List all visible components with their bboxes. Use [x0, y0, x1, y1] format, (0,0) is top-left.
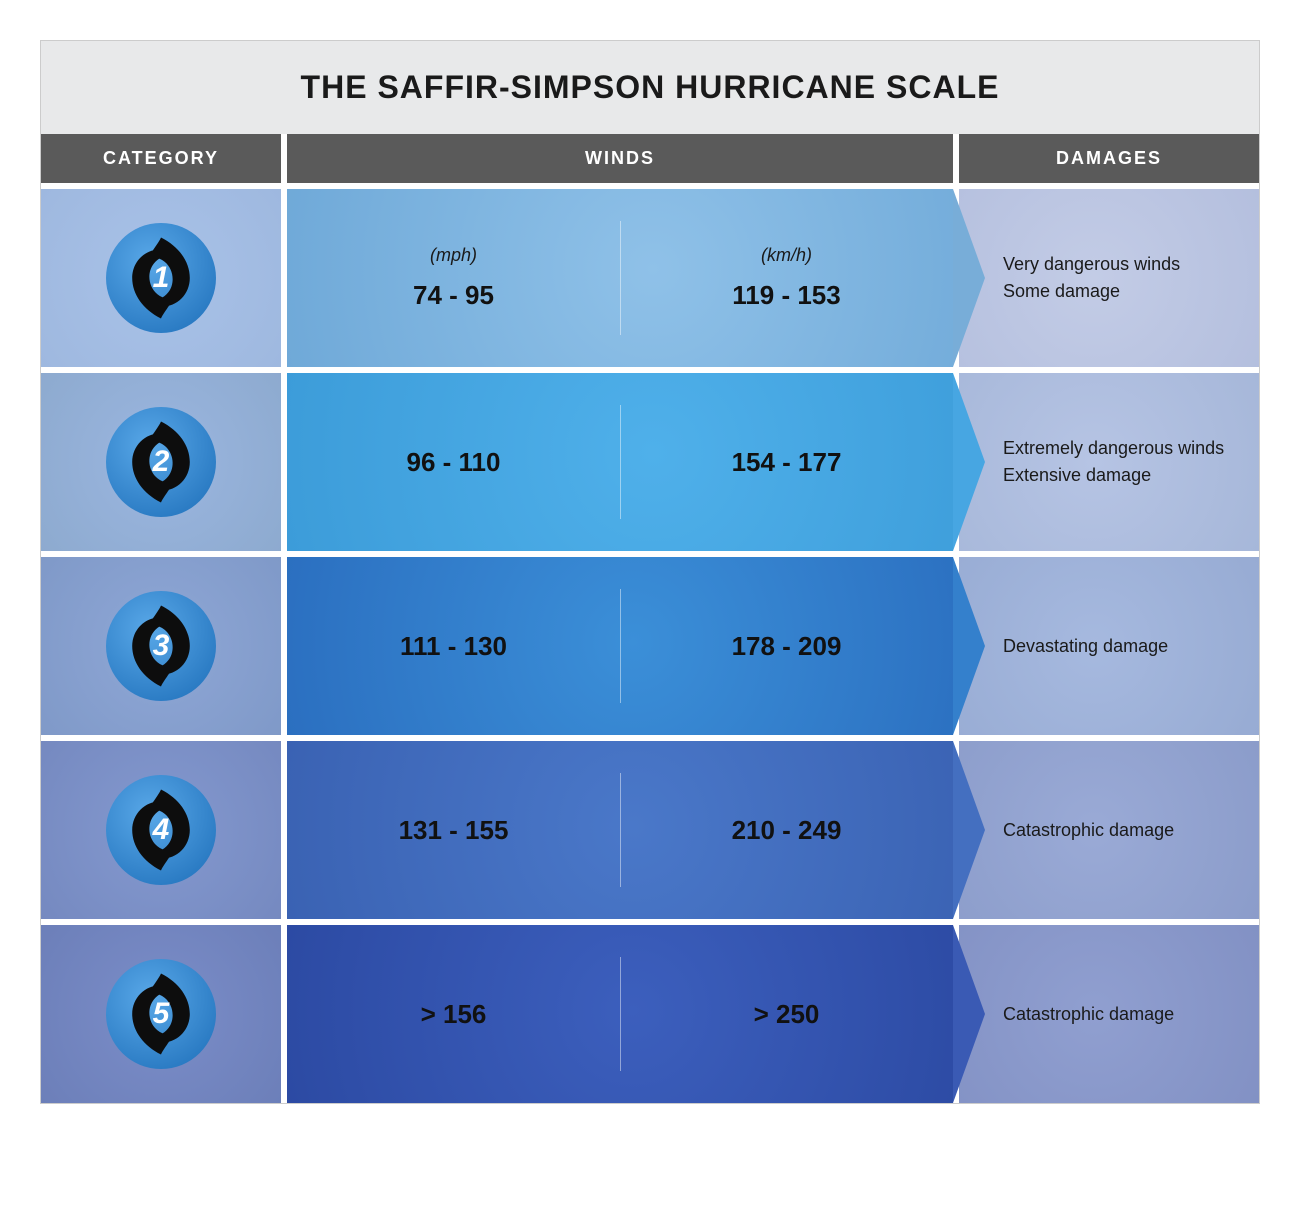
winds-mph-col: 131 - 155 — [287, 815, 620, 846]
wind-mph-value: 111 - 130 — [287, 631, 620, 662]
damage-text: Catastrophic damage — [1003, 1001, 1174, 1028]
infographic-container: THE SAFFIR-SIMPSON HURRICANE SCALE CATEG… — [40, 40, 1260, 1104]
table-row: 1 (mph) 74 - 95(km/h) 119 - 153 Very dangero… — [41, 189, 1259, 367]
damage-text: Catastrophic damage — [1003, 817, 1174, 844]
winds-cell: 111 - 130178 - 209 — [287, 557, 953, 735]
category-number: 5 — [153, 997, 170, 1031]
wind-mph-value: > 156 — [287, 999, 620, 1030]
table-row: 3 111 - 130178 - 209 Devastating damage — [41, 557, 1259, 735]
damage-cell: Extremely dangerous windsExtensive damag… — [959, 373, 1259, 551]
winds-kmh-col: (km/h) 119 - 153 — [620, 245, 953, 311]
category-cell: 1 — [41, 189, 281, 367]
wind-kmh-value: 154 - 177 — [620, 447, 953, 478]
damage-text: Very dangerous windsSome damage — [1003, 251, 1180, 305]
title-bar: THE SAFFIR-SIMPSON HURRICANE SCALE — [41, 41, 1259, 134]
hurricane-icon: 1 — [106, 223, 216, 333]
category-cell: 3 — [41, 557, 281, 735]
winds-mph-col: > 156 — [287, 999, 620, 1030]
category-cell: 4 — [41, 741, 281, 919]
wind-kmh-value: 210 - 249 — [620, 815, 953, 846]
unit-kmh-label: (km/h) — [620, 245, 953, 266]
table-row: 2 96 - 110154 - 177 Extremely dangerous wi… — [41, 373, 1259, 551]
category-cell: 2 — [41, 373, 281, 551]
damage-text: Extremely dangerous windsExtensive damag… — [1003, 435, 1224, 489]
damage-cell: Catastrophic damage — [959, 925, 1259, 1103]
hurricane-icon: 2 — [106, 407, 216, 517]
damage-cell: Catastrophic damage — [959, 741, 1259, 919]
winds-mph-col: 96 - 110 — [287, 447, 620, 478]
winds-mph-col: (mph) 74 - 95 — [287, 245, 620, 311]
category-number: 4 — [153, 813, 170, 847]
winds-mph-col: 111 - 130 — [287, 631, 620, 662]
winds-cell: > 156> 250 — [287, 925, 953, 1103]
winds-cell: 96 - 110154 - 177 — [287, 373, 953, 551]
title: THE SAFFIR-SIMPSON HURRICANE SCALE — [51, 69, 1249, 106]
hurricane-icon: 3 — [106, 591, 216, 701]
hurricane-icon: 4 — [106, 775, 216, 885]
header-category: CATEGORY — [41, 134, 281, 183]
header-winds: WINDS — [287, 134, 953, 183]
winds-kmh-col: 154 - 177 — [620, 447, 953, 478]
category-cell: 5 — [41, 925, 281, 1103]
wind-mph-value: 96 - 110 — [287, 447, 620, 478]
table-row: 4 131 - 155210 - 249 Catastrophic damage — [41, 741, 1259, 919]
winds-kmh-col: > 250 — [620, 999, 953, 1030]
wind-kmh-value: 119 - 153 — [620, 280, 953, 311]
wind-kmh-value: > 250 — [620, 999, 953, 1030]
wind-mph-value: 131 - 155 — [287, 815, 620, 846]
winds-kmh-col: 210 - 249 — [620, 815, 953, 846]
category-number: 2 — [153, 445, 170, 479]
category-number: 3 — [153, 629, 170, 663]
table-row: 5 > 156> 250 Catastrophic damage — [41, 925, 1259, 1103]
table-body: 1 (mph) 74 - 95(km/h) 119 - 153 Very dangero… — [41, 183, 1259, 1103]
category-number: 1 — [153, 261, 170, 295]
header-damages: DAMAGES — [959, 134, 1259, 183]
damage-cell: Very dangerous windsSome damage — [959, 189, 1259, 367]
winds-cell: (mph) 74 - 95(km/h) 119 - 153 — [287, 189, 953, 367]
hurricane-icon: 5 — [106, 959, 216, 1069]
damage-text: Devastating damage — [1003, 633, 1168, 660]
wind-mph-value: 74 - 95 — [287, 280, 620, 311]
winds-cell: 131 - 155210 - 249 — [287, 741, 953, 919]
winds-kmh-col: 178 - 209 — [620, 631, 953, 662]
header-row: CATEGORY WINDS DAMAGES — [41, 134, 1259, 183]
unit-mph-label: (mph) — [287, 245, 620, 266]
damage-cell: Devastating damage — [959, 557, 1259, 735]
wind-kmh-value: 178 - 209 — [620, 631, 953, 662]
